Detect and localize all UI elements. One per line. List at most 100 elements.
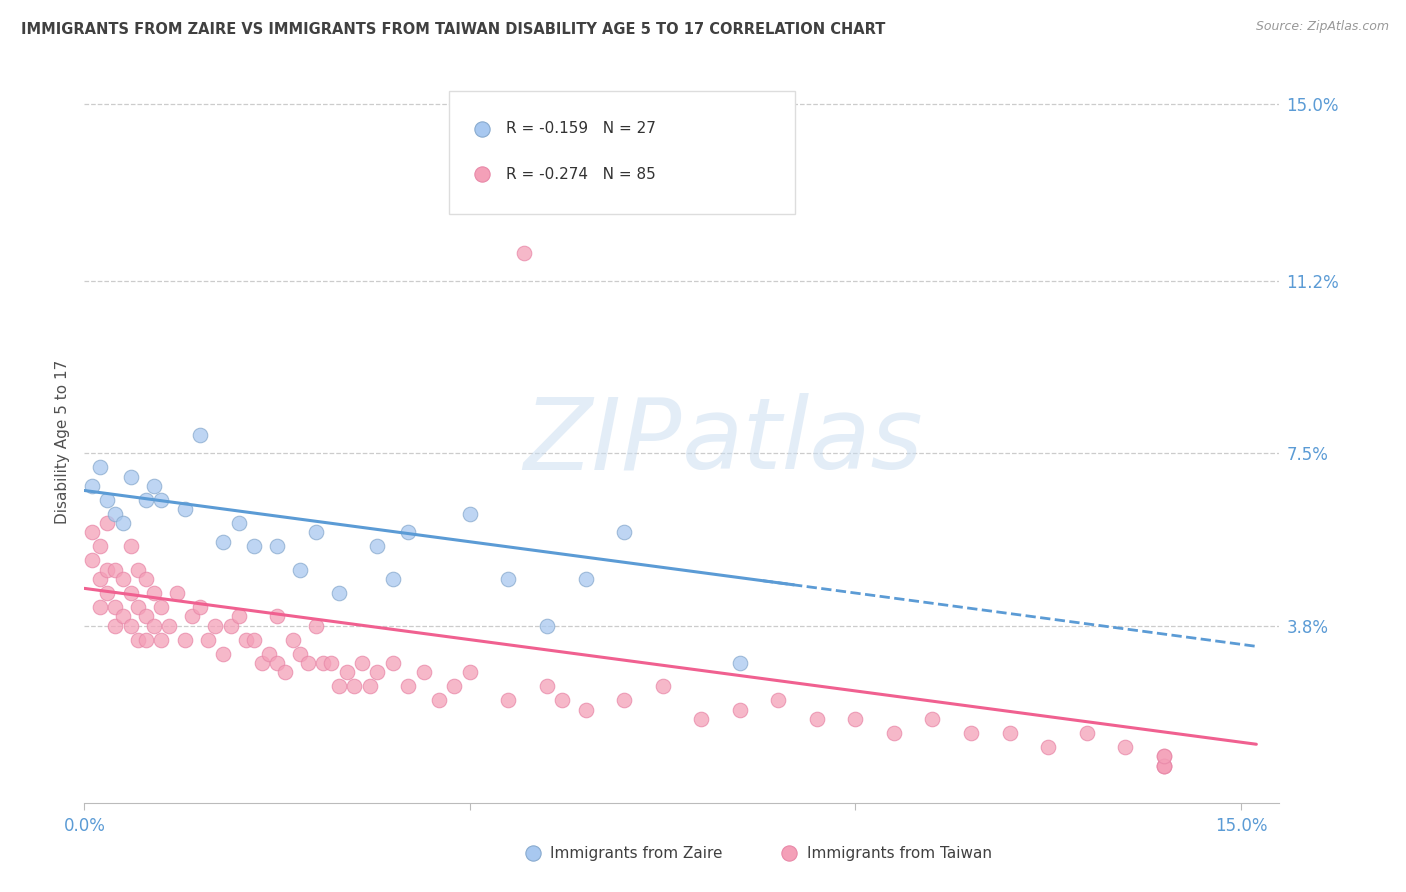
Point: [1076, 726, 1098, 740]
Point: [89, 460, 111, 475]
Point: [243, 632, 266, 647]
Point: [921, 712, 943, 726]
Point: [366, 540, 388, 554]
Point: [806, 712, 828, 726]
Point: [212, 534, 235, 549]
Point: [728, 702, 751, 716]
Point: [366, 665, 388, 680]
Point: [328, 679, 350, 693]
Point: [259, 647, 281, 661]
Point: [142, 618, 165, 632]
Point: [350, 656, 373, 670]
Point: [104, 563, 127, 577]
Point: [96, 563, 118, 577]
Point: [613, 525, 636, 540]
Point: [173, 632, 195, 647]
Point: [328, 586, 350, 600]
Point: [305, 618, 328, 632]
Point: [135, 609, 157, 624]
Point: [135, 572, 157, 586]
Point: [281, 632, 304, 647]
Point: [1153, 758, 1175, 772]
Point: [1036, 739, 1059, 754]
Point: [127, 632, 149, 647]
Point: [127, 600, 149, 615]
Text: R = -0.274   N = 85: R = -0.274 N = 85: [506, 167, 657, 182]
Point: [104, 618, 127, 632]
Point: [443, 679, 465, 693]
Point: [690, 712, 713, 726]
Y-axis label: Disability Age 5 to 17: Disability Age 5 to 17: [55, 359, 70, 524]
Point: [80, 525, 103, 540]
Point: [297, 656, 319, 670]
Point: [343, 679, 366, 693]
Point: [651, 679, 673, 693]
Text: R = -0.159   N = 27: R = -0.159 N = 27: [506, 121, 657, 136]
Point: [1114, 739, 1136, 754]
Point: [412, 665, 434, 680]
FancyBboxPatch shape: [449, 91, 796, 214]
Point: [396, 525, 419, 540]
Point: [250, 656, 273, 670]
Point: [728, 656, 751, 670]
Point: [96, 492, 118, 507]
Point: [111, 609, 134, 624]
Point: [204, 618, 226, 632]
Text: atlas: atlas: [682, 393, 924, 490]
Point: [120, 540, 142, 554]
Point: [243, 540, 266, 554]
Point: [104, 507, 127, 521]
Point: [498, 693, 520, 707]
Point: [89, 540, 111, 554]
Point: [89, 600, 111, 615]
Point: [319, 656, 342, 670]
Point: [883, 726, 905, 740]
Point: [1153, 749, 1175, 764]
Point: [498, 572, 520, 586]
Point: [219, 618, 242, 632]
Point: [359, 679, 381, 693]
Point: [157, 618, 180, 632]
Point: [290, 563, 312, 577]
Point: [613, 693, 636, 707]
Text: Source: ZipAtlas.com: Source: ZipAtlas.com: [1256, 20, 1389, 33]
Point: [381, 572, 404, 586]
Point: [142, 586, 165, 600]
Text: Immigrants from Zaire: Immigrants from Zaire: [551, 846, 723, 861]
Point: [89, 572, 111, 586]
Point: [150, 492, 173, 507]
Point: [96, 516, 118, 530]
Point: [427, 693, 450, 707]
Point: [150, 632, 173, 647]
Point: [150, 600, 173, 615]
Point: [80, 479, 103, 493]
Point: [290, 647, 312, 661]
Point: [1153, 749, 1175, 764]
Point: [80, 553, 103, 567]
Point: [312, 656, 335, 670]
Point: [266, 540, 288, 554]
Point: [135, 632, 157, 647]
Point: [1153, 758, 1175, 772]
Point: [228, 516, 250, 530]
Point: [305, 525, 328, 540]
Point: [844, 712, 866, 726]
Point: [166, 586, 188, 600]
Text: IMMIGRANTS FROM ZAIRE VS IMMIGRANTS FROM TAIWAN DISABILITY AGE 5 TO 17 CORRELATI: IMMIGRANTS FROM ZAIRE VS IMMIGRANTS FROM…: [21, 22, 886, 37]
Point: [998, 726, 1021, 740]
Point: [458, 507, 481, 521]
Point: [1153, 758, 1175, 772]
Text: Immigrants from Taiwan: Immigrants from Taiwan: [807, 846, 993, 861]
Point: [135, 492, 157, 507]
Point: [235, 632, 257, 647]
Point: [458, 665, 481, 680]
Point: [768, 693, 790, 707]
Point: [127, 563, 149, 577]
Point: [266, 656, 288, 670]
Point: [188, 600, 211, 615]
Point: [142, 479, 165, 493]
Point: [120, 618, 142, 632]
Point: [111, 516, 134, 530]
Point: [104, 600, 127, 615]
Point: [960, 726, 983, 740]
